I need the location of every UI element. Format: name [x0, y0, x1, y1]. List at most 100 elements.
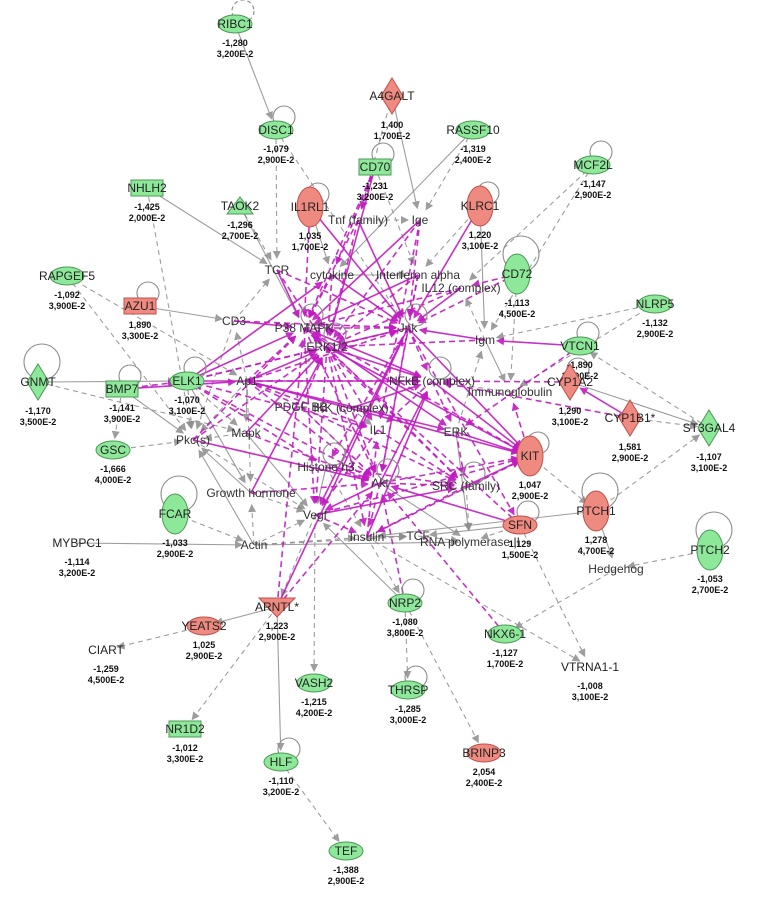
self-loop-NFkB — [428, 356, 452, 380]
relation-edge-SFN-VTRNA1-1 — [519, 524, 586, 658]
fold-change-value: -1,425 — [134, 202, 160, 212]
node-shape — [258, 120, 294, 140]
hub-vegf[interactable]: Vegf — [303, 508, 328, 522]
fold-change-value: -1,259 — [93, 664, 119, 674]
node-shape — [575, 155, 611, 175]
hub-il1[interactable]: IL1 — [370, 423, 387, 437]
relation-edge-PTCH1-Insulin — [377, 510, 597, 539]
hub-cytokine[interactable]: cytokine — [310, 268, 354, 282]
fold-change-value: -1,012 — [172, 743, 198, 753]
hub-akt[interactable]: Akt — [371, 476, 389, 490]
hub-hedgehog[interactable]: Hedgehog — [588, 562, 643, 576]
hub-immunoglobulin[interactable]: Immunoglobulin — [468, 385, 553, 399]
node-shape — [49, 266, 85, 286]
hub-cd3[interactable]: CD3 — [222, 314, 246, 328]
hub-ikk[interactable]: IKK (complex) — [313, 401, 388, 415]
interaction-edge-Igm-Jnk — [418, 326, 486, 341]
hub-ap1[interactable]: Ap1 — [236, 374, 258, 388]
node-shape — [466, 185, 494, 227]
interaction-edge-TCR-P38 — [276, 269, 300, 319]
edge-layer — [37, 23, 711, 843]
hub-pkcs[interactable]: Pkc(s) — [176, 433, 210, 447]
hub-rnapol[interactable]: RNA polymerase II — [420, 535, 520, 549]
hub-gh[interactable]: Growth hormone — [206, 486, 296, 500]
hub-nfkb[interactable]: NFkB (complex) — [389, 374, 475, 388]
hub-igm[interactable]: Igm — [475, 333, 495, 347]
relation-edge-CD3-TCR — [233, 278, 270, 322]
interaction-edge-Akt-KIT — [379, 455, 520, 484]
p-value: 2,900E-2 — [186, 651, 223, 661]
interaction-edge-TnfFamily-Jnk — [357, 219, 404, 319]
fold-change-value: 1,400 — [381, 120, 404, 130]
self-loop-ERK12 — [323, 322, 347, 346]
hub-insulin[interactable]: Insulin — [350, 530, 385, 544]
hub-ifna[interactable]: Interferon alpha — [376, 268, 460, 282]
hub-actin[interactable]: Actin — [241, 538, 268, 552]
hub-tcr[interactable]: TCR — [265, 263, 290, 277]
hub-erk12[interactable]: ERK1/2 — [306, 340, 348, 354]
hub-mapk[interactable]: Mapk — [231, 426, 261, 440]
hub-pdgfbb[interactable]: PDGF BB — [275, 400, 328, 414]
hub-erk[interactable]: ERK — [444, 425, 469, 439]
hub-ige[interactable]: Ige — [412, 213, 429, 227]
fold-change-value: -1,231 — [362, 181, 388, 191]
node-shape — [582, 490, 610, 532]
molecule-label: GSC — [100, 443, 126, 457]
p-value: 1,500E-2 — [502, 550, 539, 560]
hub-il12[interactable]: IL12 (complex) — [421, 281, 500, 295]
hub-histone[interactable]: Histone h3 — [297, 460, 355, 474]
interaction-edge-CD70-ERK12 — [328, 166, 376, 337]
hub-p38[interactable]: P38 MAPK — [275, 321, 334, 335]
hub-tcf[interactable]: TCF — [406, 529, 429, 543]
node-shape — [358, 158, 392, 176]
hub-src[interactable]: SRC (family) — [432, 479, 500, 493]
hub-tnffamily[interactable]: Tnf (family) — [328, 213, 388, 227]
relation-edge-RIBC1-DISC1 — [234, 23, 273, 120]
molecule-label: VASH2 — [295, 676, 334, 690]
interaction-edge-ARNTL-Akt — [276, 491, 373, 608]
node-shape — [387, 593, 423, 613]
hub-jnk[interactable]: Jnk — [399, 321, 419, 335]
fold-change-value: -1,890 — [567, 360, 593, 370]
